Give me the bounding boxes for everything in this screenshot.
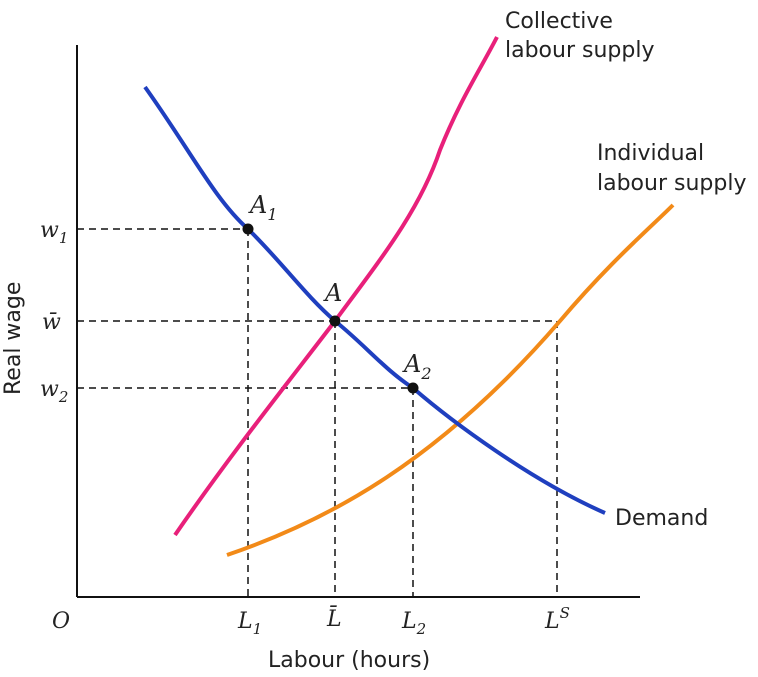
y-tick-w2: w2 bbox=[40, 377, 68, 406]
y-tick-wbar: w̄ bbox=[42, 310, 61, 335]
origin-label: O bbox=[52, 609, 70, 634]
collective-supply-label-line2: labour supply bbox=[505, 38, 654, 63]
point-a1-label: A1 bbox=[248, 191, 278, 224]
collective-supply-curve bbox=[173, 36, 499, 537]
x-tick-l1: L1 bbox=[237, 609, 262, 638]
demand-label: Demand bbox=[615, 506, 708, 531]
point-a-marker bbox=[329, 315, 341, 327]
individual-supply-label-line2: labour supply bbox=[597, 171, 746, 196]
y-tick-w1: w1 bbox=[40, 218, 68, 247]
point-a1-marker bbox=[242, 223, 254, 235]
point-a2-label: A2 bbox=[402, 350, 432, 383]
x-axis-label: Labour (hours) bbox=[268, 648, 430, 673]
y-axis-label: Real wage bbox=[1, 282, 26, 395]
individual-supply-label-line1: Individual bbox=[597, 141, 704, 166]
x-tick-lbar: L̄ bbox=[326, 605, 342, 632]
individual-supply-curve bbox=[226, 203, 675, 557]
guide-lines bbox=[77, 228, 558, 597]
collective-supply-label-line1: Collective bbox=[505, 9, 613, 34]
point-a-label: A bbox=[323, 279, 342, 307]
point-a2-marker bbox=[407, 382, 419, 394]
demand-curve bbox=[143, 85, 606, 515]
x-tick-l2: L2 bbox=[401, 609, 426, 638]
x-tick-ls: LS bbox=[544, 604, 570, 634]
